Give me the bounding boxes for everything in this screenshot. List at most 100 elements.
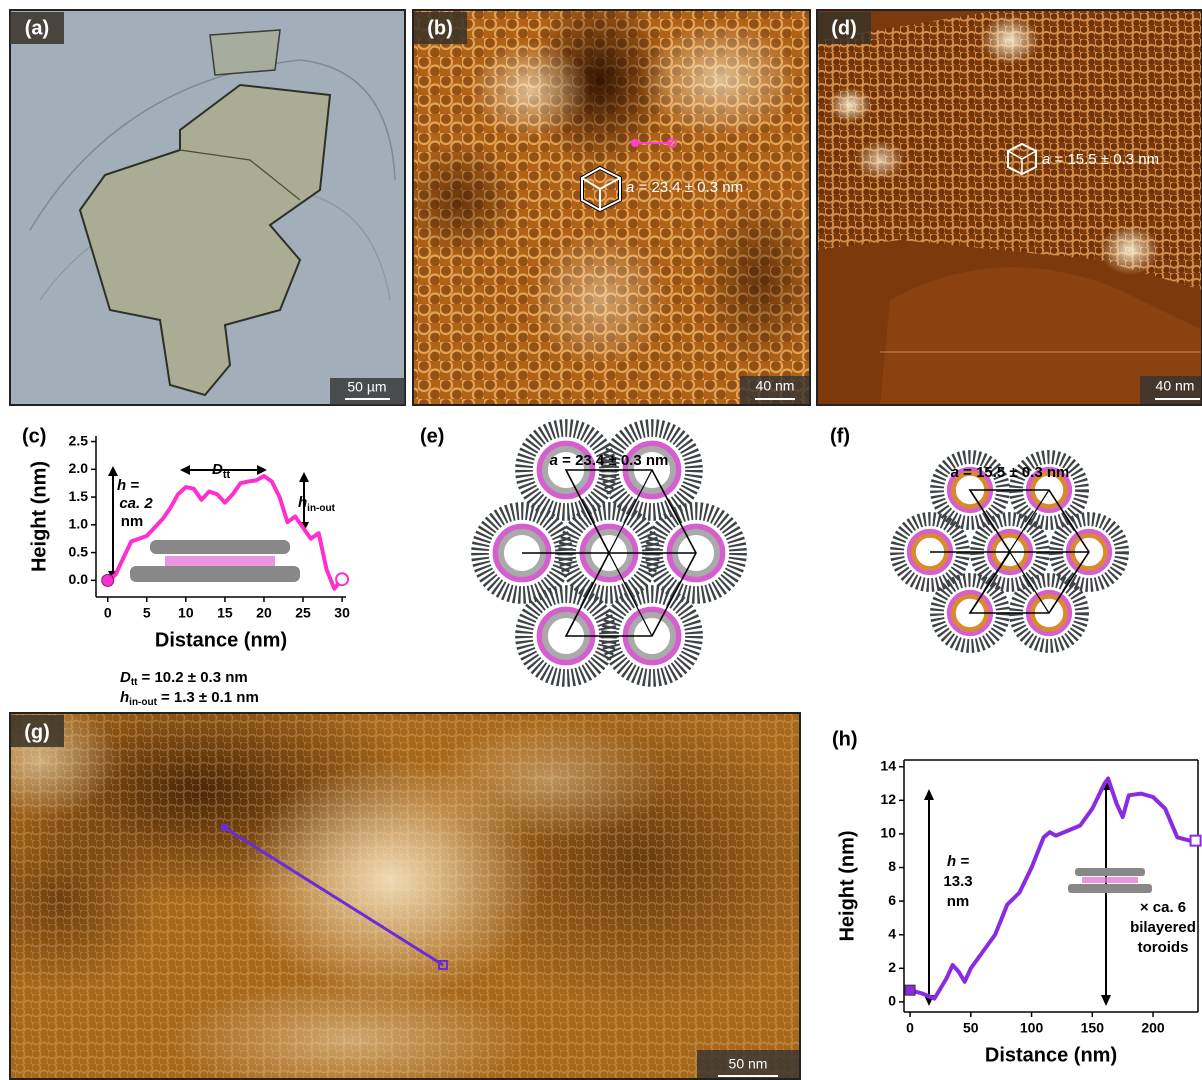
x-tick-label: 0 <box>104 605 112 621</box>
start-marker <box>905 985 915 995</box>
value: = 15.5 ± 0.3 nm <box>1055 151 1160 168</box>
shape <box>150 540 290 554</box>
shape <box>210 30 280 75</box>
note: Dtt <box>212 461 231 481</box>
panel-label: (d) <box>831 17 857 39</box>
panel-b: a = 23.4 ± 0.3 nm 40 nm (b) <box>400 0 820 405</box>
symbol: D <box>120 669 131 686</box>
figure: 50 µm (a) a = 23.4 ± 0.3 nm 40 nm (b) <box>0 0 1202 1080</box>
x-axis-title: Distance (nm) <box>155 629 287 651</box>
y-tick-label: 10 <box>880 825 896 841</box>
shape <box>640 20 800 140</box>
note: × ca. 6 <box>1140 899 1186 916</box>
x-tick-label: 50 <box>963 1020 979 1036</box>
symbol: a <box>951 464 959 481</box>
shape <box>470 40 590 140</box>
x-tick-label: 100 <box>1020 1020 1044 1036</box>
shape <box>980 15 1040 65</box>
note: nm <box>121 513 144 530</box>
y-tick-label: 2.0 <box>69 460 89 476</box>
panel-label: (c) <box>22 425 46 447</box>
panel-label: (h) <box>832 728 858 750</box>
note: nm <box>947 893 970 910</box>
shape <box>10 713 800 1080</box>
x-tick-label: 200 <box>1141 1020 1165 1036</box>
note: 13.3 <box>943 873 972 890</box>
y-tick-label: 1.0 <box>69 516 89 532</box>
note: h = <box>117 477 139 494</box>
note: h = <box>947 853 969 870</box>
note: ca. 2 <box>119 495 153 512</box>
x-tick-label: 10 <box>178 605 194 621</box>
y-tick-label: 1.5 <box>69 488 89 504</box>
inset-schematic <box>130 540 300 582</box>
subscript: tt <box>223 469 231 481</box>
end-marker <box>336 573 348 585</box>
x-tick-label: 15 <box>217 605 233 621</box>
y-tick-label: 0.5 <box>69 543 89 559</box>
symbol: h <box>120 689 129 706</box>
y-tick-label: 8 <box>888 858 896 874</box>
subscript: in-out <box>307 503 335 514</box>
shape <box>400 140 520 260</box>
shape <box>700 190 820 370</box>
y-tick-label: 2 <box>888 959 896 975</box>
symbol: a <box>550 452 558 469</box>
x-tick-label: 25 <box>295 605 311 621</box>
y-axis-title: Height (nm) <box>28 461 50 572</box>
value: = 1.3 ± 0.1 nm <box>161 689 259 706</box>
panel-g: 50 nm (g) <box>0 680 840 1080</box>
result: hin-out= 1.3 ± 0.1 nm <box>120 689 259 708</box>
symbol: a <box>1042 151 1050 168</box>
y-tick-label: 6 <box>888 892 896 908</box>
symbol: a <box>626 179 634 196</box>
note: bilayered <box>1130 919 1196 936</box>
scale-bar-label: 40 nm <box>756 378 795 394</box>
value: = 23.4 ± 0.3 nm <box>562 452 668 469</box>
y-tick-label: 0.0 <box>69 571 89 587</box>
symbol: h <box>298 494 307 511</box>
result: Dtt = 10.2 ± 0.3 nm <box>120 669 248 688</box>
panel-label: (g) <box>24 721 50 743</box>
panel-d: a = 15.5 ± 0.3 nm 40 nm (d) <box>817 10 1202 405</box>
end-marker <box>1191 836 1201 846</box>
lattice-label: a = 23.4 ± 0.3 nm <box>550 452 669 469</box>
symbol: D <box>212 461 223 478</box>
lattice-label: a = 15.5 ± 0.3 nm <box>1042 151 1159 168</box>
note: hin-out <box>298 494 336 514</box>
y-tick-label: 0 <box>888 993 896 1009</box>
shape <box>130 566 300 582</box>
scale-bar-label: 40 nm <box>1156 378 1195 394</box>
note: toroids <box>1138 939 1189 956</box>
x-tick-label: 0 <box>906 1020 914 1036</box>
shape <box>1100 225 1160 275</box>
x-tick-label: 5 <box>143 605 151 621</box>
schematics: (e) (f) a = 23.4 ± 0.3 nma = 15.5 ± 0.3 … <box>420 425 1122 678</box>
y-tick-label: 12 <box>880 791 896 807</box>
x-tick-label: 20 <box>256 605 272 621</box>
start-marker <box>102 574 114 586</box>
panel-label: (b) <box>427 17 453 39</box>
value: = 23.4 ± 0.3 nm <box>639 179 744 196</box>
x-axis-title: Distance (nm) <box>985 1044 1117 1066</box>
panel-a: 50 µm (a) <box>10 10 405 405</box>
x-tick-label: 30 <box>334 605 350 621</box>
panel-label: (a) <box>25 17 49 39</box>
scale-bar-label: 50 µm <box>347 379 386 395</box>
value: = 10.2 ± 0.3 nm <box>142 669 248 686</box>
shape <box>828 87 872 123</box>
panel-label: (f) <box>830 425 850 447</box>
subscript: tt <box>131 677 138 688</box>
shape <box>530 230 670 370</box>
shape <box>1082 877 1138 883</box>
lattice-label: a = 15.5 ± 0.3 nm <box>951 464 1070 481</box>
y-axis-title: Height (nm) <box>836 830 858 941</box>
panel-label: (e) <box>420 425 444 447</box>
shape <box>855 140 905 180</box>
lattice-label: a = 23.4 ± 0.3 nm <box>626 179 743 196</box>
y-tick-label: 2.5 <box>69 432 89 448</box>
value: = 15.5 ± 0.3 nm <box>963 464 1069 481</box>
shape <box>165 556 275 566</box>
page: { "panels": { "a": {"label": "(a)", "sca… <box>0 0 1202 1080</box>
y-tick-label: 4 <box>888 925 896 941</box>
